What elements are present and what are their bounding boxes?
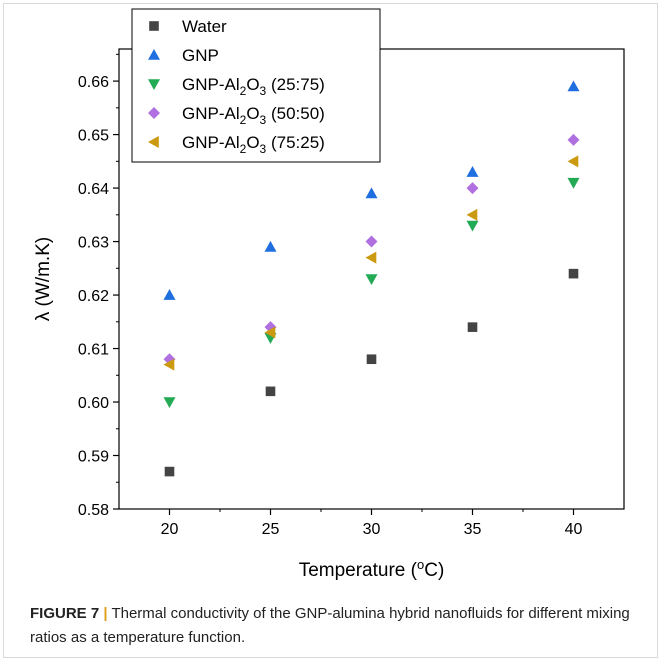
legend-marker-square <box>149 21 159 31</box>
x-tick-label: 25 <box>262 521 280 538</box>
data-point-triangle-down <box>567 177 580 189</box>
legend-marker-triangle-up <box>148 49 160 60</box>
y-tick-label: 0.59 <box>78 449 109 466</box>
data-point-triangle-down <box>466 220 479 232</box>
y-tick-label: 0.58 <box>78 502 109 519</box>
data-point-triangle-left <box>365 251 377 264</box>
data-point-square <box>265 386 276 397</box>
data-point-triangle-left <box>567 155 579 168</box>
legend-marker-triangle-left <box>148 136 159 148</box>
x-axis-label: Temperature (oC) <box>299 557 445 581</box>
figure-frame: 20 25 30 35 40 0.58 0.59 0.60 0.61 0.62 0.63 0.64 0.… <box>3 3 658 658</box>
figure-caption: FIGURE 7 | Thermal conductivity of the G… <box>30 602 650 650</box>
legend-entry-label: GNP <box>182 46 219 65</box>
y-tick-label: 0.61 <box>78 342 109 359</box>
caption-figure-label: FIGURE 7 <box>30 605 100 622</box>
data-point-square <box>467 322 478 332</box>
data-point-triangle-left <box>466 208 478 221</box>
legend-entry-label: Water <box>182 17 227 36</box>
y-tick-label: 0.62 <box>78 288 109 305</box>
legend-box <box>131 8 381 163</box>
x-tick-label: 35 <box>464 521 482 538</box>
y-tick-label: 0.60 <box>78 395 109 412</box>
x-tick-label: 30 <box>363 521 381 538</box>
x-tick-label: 40 <box>565 521 583 538</box>
y-tick-label: 0.64 <box>78 181 109 198</box>
data-point-square <box>164 466 175 477</box>
x-tick-label: 20 <box>161 521 179 538</box>
caption-separator: | <box>103 605 108 622</box>
legend-entry-label: GNP-Al2O3 (50:50) <box>182 104 325 127</box>
data-point-diamond <box>365 235 378 248</box>
caption-text: Thermal conductivity of the GNP-alumina … <box>30 605 630 646</box>
y-tick-label: 0.66 <box>78 74 109 91</box>
y-tick-label: 0.65 <box>78 128 109 145</box>
y-tick-label: 0.63 <box>78 235 109 252</box>
data-point-triangle-up <box>365 187 378 199</box>
scatter-chart: 20 25 30 35 40 0.58 0.59 0.60 0.61 0.62 0.63 0.64 0.… <box>33 8 625 581</box>
legend-marker-diamond <box>148 107 160 119</box>
data-point-diamond <box>567 133 580 146</box>
data-point-triangle-left <box>264 326 276 339</box>
data-point-triangle-down <box>365 274 378 285</box>
legend-entry-label: GNP-Al2O3 (75:25) <box>182 133 325 156</box>
data-point-triangle-up <box>567 80 580 92</box>
data-point-square <box>366 354 377 365</box>
data-point-diamond <box>466 182 479 195</box>
data-point-square <box>568 268 579 279</box>
data-point-triangle-up <box>163 289 176 300</box>
data-point-triangle-down <box>163 397 176 409</box>
y-axis-label: λ (W/m.K) <box>33 237 54 321</box>
legend-entry-label: GNP-Al2O3 (25:75) <box>182 75 325 98</box>
data-point-triangle-up <box>264 240 277 252</box>
data-point-triangle-up <box>466 166 479 177</box>
data-point-triangle-left <box>163 358 175 371</box>
legend-marker-triangle-down <box>148 79 160 90</box>
